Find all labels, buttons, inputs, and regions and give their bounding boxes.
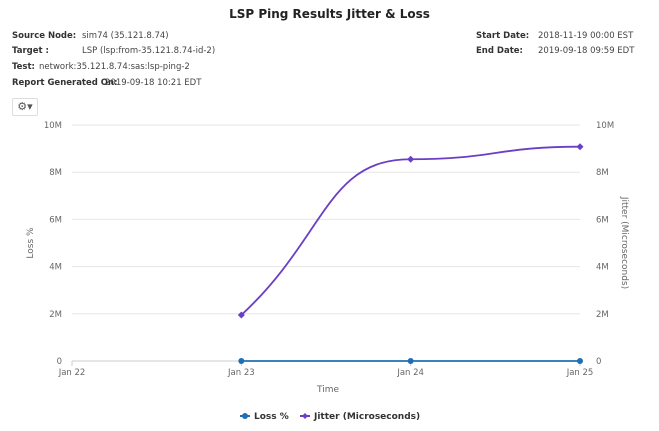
series-line-jitter (240, 145, 581, 316)
legend-item-jitter[interactable]: Jitter (Microseconds) (300, 412, 420, 422)
right-axis-title: Jitter (Microseconds) (619, 196, 629, 289)
loss-point[interactable] (577, 358, 583, 364)
source-node-label: Source Node: (12, 31, 77, 41)
right-y-tick-label: 2M (596, 310, 609, 320)
loss-point[interactable] (238, 358, 245, 364)
target-label: Target : (12, 46, 49, 56)
left-y-tick-label: 6M (49, 215, 62, 225)
gear-icon[interactable]: ⚙▾ (12, 98, 38, 116)
test-value: network:35.121.8.74:sas:lsp-ping-2 (39, 62, 190, 72)
right-y-tick-label: 0 (596, 357, 601, 367)
x-tick-label: Jan 22 (58, 368, 86, 378)
source-node-value: sim74 (35.121.8.74) (82, 31, 169, 41)
legend-loss-label: Loss % (254, 412, 289, 422)
test-label: Test: (12, 62, 35, 72)
right-y-tick-label: 6M (596, 215, 609, 225)
generated-label: Report Generated On: (12, 78, 118, 88)
x-axis-title: Time (316, 385, 339, 395)
legend-jitter-marker (302, 413, 308, 419)
start-date-value: 2018-11-19 00:00 EST (538, 31, 634, 41)
jitter-point[interactable] (407, 155, 415, 163)
x-tick-label: Jan 24 (396, 368, 424, 378)
right-y-tick-label: 8M (596, 168, 609, 178)
end-date-label: End Date: (476, 46, 523, 56)
target-value: LSP (lsp:from-35.121.8.74-id-2) (82, 46, 216, 56)
right-y-tick-label: 10M (596, 121, 614, 131)
left-y-tick-label: 10M (44, 121, 62, 131)
legend-jitter-label: Jitter (Microseconds) (313, 412, 420, 422)
left-y-tick-label: 8M (49, 168, 62, 178)
loss-point[interactable] (407, 358, 414, 364)
end-date-value: 2019-09-18 09:59 EDT (538, 46, 635, 56)
report-title: LSP Ping Results Jitter & Loss (229, 7, 430, 21)
start-date-label: Start Date: (476, 31, 530, 41)
left-y-tick-label: 4M (49, 263, 62, 273)
left-y-tick-label: 0 (57, 357, 62, 367)
x-tick-label: Jan 25 (566, 368, 594, 378)
jitter-point[interactable] (237, 311, 245, 319)
left-y-tick-label: 2M (49, 310, 62, 320)
left-axis-title: Loss % (26, 227, 36, 259)
generated-value: 2019-09-18 10:21 EDT (105, 78, 202, 88)
x-tick-label: Jan 23 (227, 368, 255, 378)
jitter-point[interactable] (576, 143, 584, 151)
right-y-tick-label: 4M (596, 263, 609, 273)
legend-item-loss[interactable]: Loss % (240, 412, 289, 422)
